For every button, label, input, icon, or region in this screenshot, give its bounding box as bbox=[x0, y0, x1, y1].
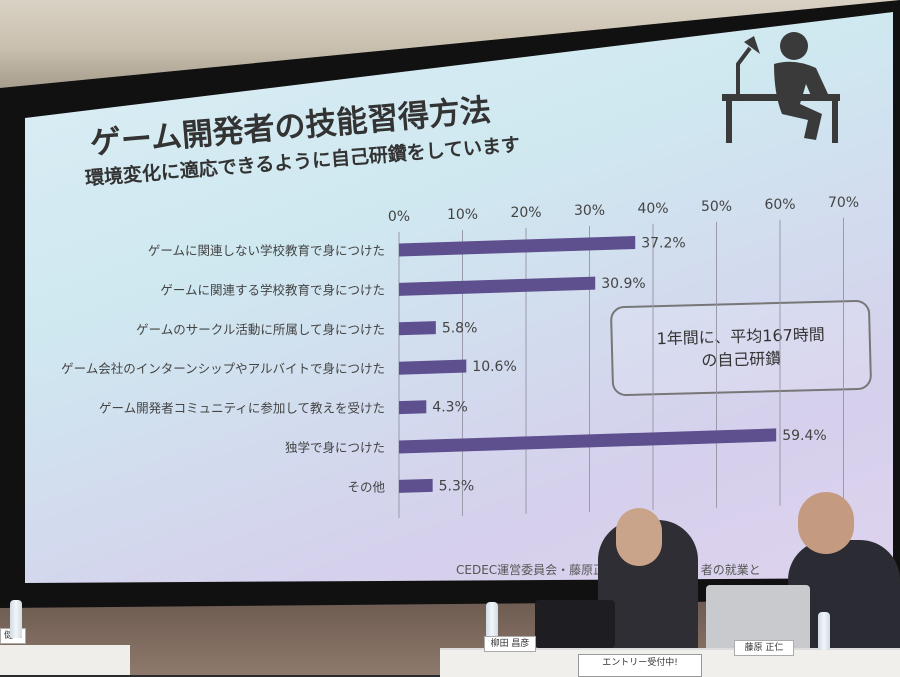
bar bbox=[399, 321, 436, 336]
x-tick-label: 10% bbox=[447, 207, 478, 223]
category-label: 独学で身につけた bbox=[285, 440, 385, 455]
bar-value-label: 10.6% bbox=[472, 359, 516, 375]
x-tick-label: 40% bbox=[637, 201, 668, 217]
nameplate-right: 藤原 正仁 bbox=[734, 640, 794, 656]
nameplate-mid: 柳田 昌彦 bbox=[484, 636, 536, 652]
category-label: ゲーム会社のインターンシップやアルバイトで身につけた bbox=[61, 361, 385, 376]
category-label: ゲームに関連する学校教育で身につけた bbox=[160, 282, 385, 297]
entry-sign: エントリー受付中! bbox=[578, 654, 702, 677]
bar bbox=[399, 400, 427, 415]
left-table bbox=[0, 645, 130, 675]
bar bbox=[399, 428, 777, 454]
bar-value-label: 59.4% bbox=[782, 428, 826, 444]
x-tick-label: 70% bbox=[828, 195, 859, 211]
bar-value-label: 37.2% bbox=[641, 235, 685, 251]
water-bottle bbox=[818, 612, 830, 650]
category-label: ゲームのサークル活動に所属して身につけた bbox=[136, 322, 385, 337]
panelist-left-head bbox=[616, 508, 662, 566]
category-label: ゲーム開発者コミュニティに参加して教えを受けた bbox=[99, 401, 385, 416]
bar bbox=[399, 276, 596, 296]
person-at-desk-with-lamp-icon bbox=[722, 32, 840, 143]
laptop-left bbox=[535, 600, 615, 648]
bar bbox=[399, 235, 636, 257]
x-tick-label: 60% bbox=[764, 197, 795, 213]
water-bottle bbox=[10, 600, 22, 638]
x-tick-label: 30% bbox=[574, 203, 605, 219]
category-label: その他 bbox=[347, 479, 385, 494]
bar-value-label: 30.9% bbox=[601, 276, 645, 292]
x-tick-label: 20% bbox=[510, 205, 541, 221]
x-tick-label: 0% bbox=[388, 209, 410, 225]
bar-value-label: 5.3% bbox=[439, 478, 475, 494]
category-label: ゲームに関連しない学校教育で身につけた bbox=[148, 243, 385, 258]
panelist-right-head bbox=[798, 492, 854, 554]
bar-value-label: 5.8% bbox=[442, 321, 478, 337]
bar bbox=[399, 478, 433, 493]
bar bbox=[399, 359, 467, 375]
water-bottle bbox=[486, 602, 498, 640]
x-tick-label: 50% bbox=[701, 199, 732, 215]
bar-value-label: 4.3% bbox=[432, 400, 468, 416]
